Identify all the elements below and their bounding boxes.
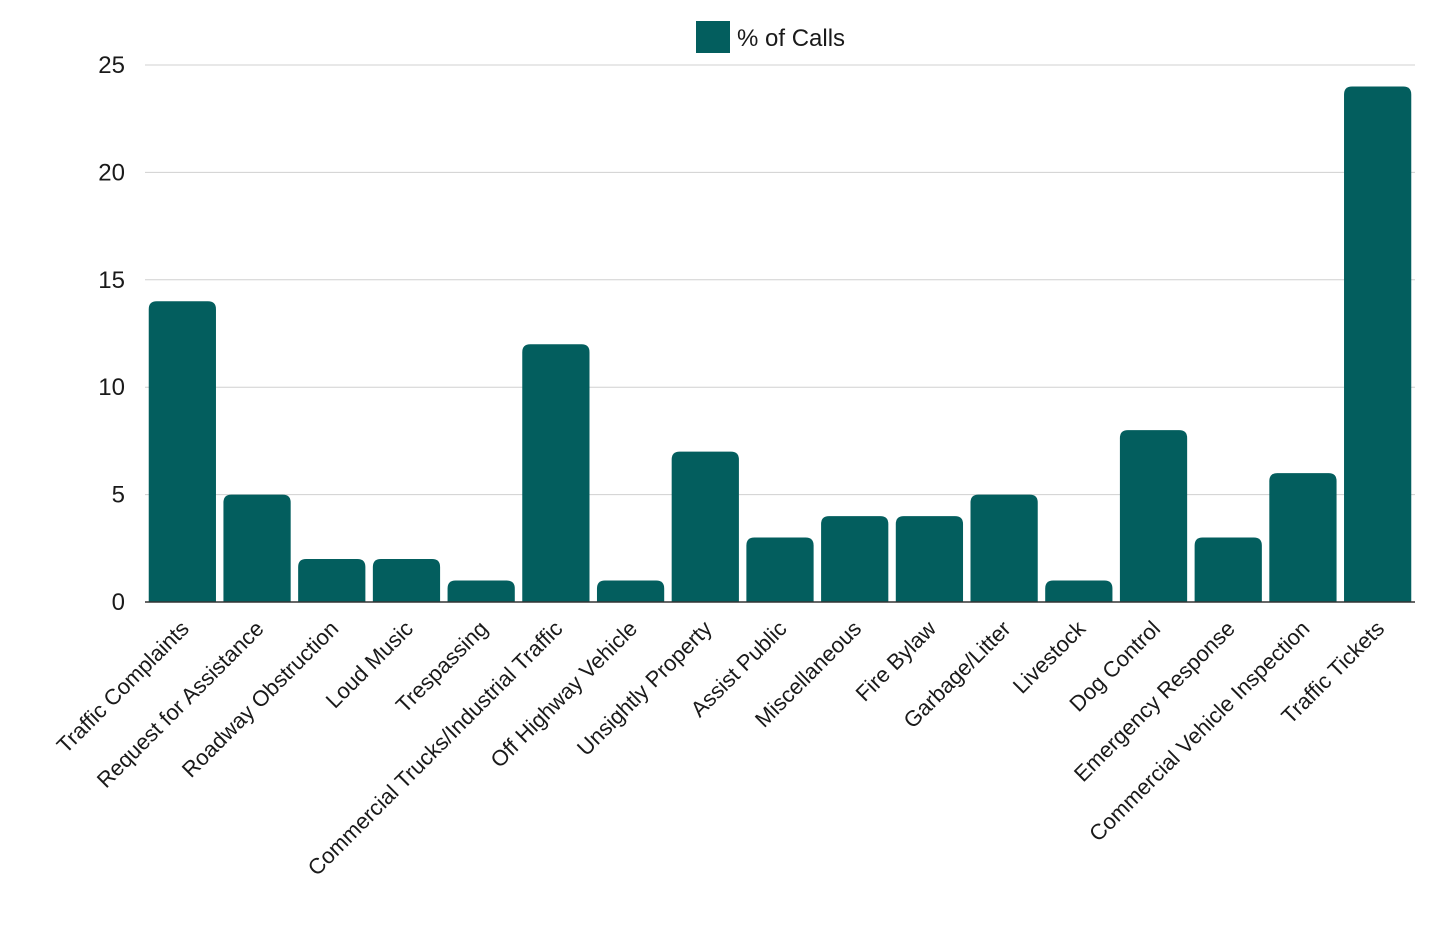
bar-assist-public — [746, 537, 814, 602]
bar-trespassing — [447, 580, 515, 602]
x-category-label: Traffic Complaints — [52, 616, 194, 758]
legend: % of Calls — [696, 21, 845, 53]
x-category-label: Unsightly Property — [572, 616, 717, 761]
y-tick-label: 5 — [112, 482, 125, 509]
bar-miscellaneous — [821, 516, 889, 602]
y-tick-label: 20 — [98, 159, 125, 186]
bar-traffic-tickets — [1344, 86, 1412, 603]
bar-request-for-assistance — [223, 494, 291, 602]
y-tick-label: 0 — [112, 589, 125, 616]
x-category-label: Off Highway Vehicle — [486, 616, 643, 773]
y-tick-label: 10 — [98, 374, 125, 401]
y-tick-label: 15 — [98, 267, 125, 294]
bar-fire-bylaw — [895, 516, 964, 602]
bar-emergency-response — [1194, 537, 1262, 602]
bar-off-highway-vehicle — [596, 580, 665, 602]
bar-unsightly-property — [671, 451, 739, 602]
bar-livestock — [1045, 580, 1113, 602]
gridlines — [145, 64, 1415, 496]
legend-label: % of Calls — [737, 25, 845, 52]
bar-commercial-trucks-industrial-traffic — [522, 344, 590, 602]
bar-commercial-vehicle-inspection — [1269, 473, 1337, 602]
legend-swatch — [696, 21, 730, 53]
bar-dog-control — [1119, 430, 1188, 602]
y-axis-ticks: 0 5 10 15 20 25 — [98, 52, 125, 616]
bar-garbage-litter — [970, 494, 1038, 602]
bar-traffic-complaints — [148, 301, 216, 602]
bars — [148, 86, 1412, 603]
y-tick-label: 25 — [98, 52, 125, 79]
bar-roadway-obstruction — [298, 559, 366, 602]
bar-loud-music — [372, 559, 441, 602]
